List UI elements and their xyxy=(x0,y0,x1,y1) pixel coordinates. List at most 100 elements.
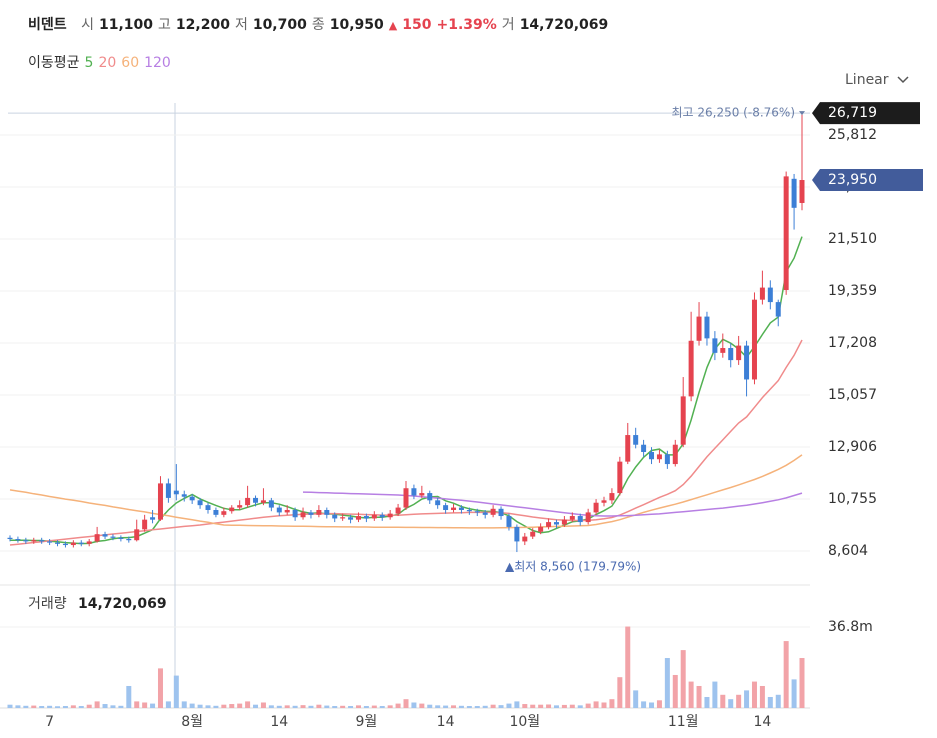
legend-entry[interactable]: 20 xyxy=(98,55,117,71)
legend-entry[interactable]: 120 xyxy=(144,55,171,71)
volume-bar xyxy=(355,705,361,708)
candle-body xyxy=(316,509,322,515)
scale-chevron[interactable] xyxy=(897,76,909,84)
volume-bar xyxy=(696,685,702,708)
volume-bar xyxy=(775,694,781,708)
volume-bar xyxy=(324,705,330,708)
volume-bar xyxy=(213,705,219,708)
candle-body xyxy=(775,302,781,317)
candle-body xyxy=(625,435,631,462)
scale-mode[interactable]: Linear xyxy=(845,72,889,88)
value: 10,700 xyxy=(252,17,307,33)
value: 10,950 xyxy=(329,17,384,33)
low-note: ▲최저 8,560 (179.79%) xyxy=(505,560,641,574)
y-tick-label: 10,755 xyxy=(828,491,877,507)
candle-body xyxy=(110,536,116,538)
high-note-arrow xyxy=(799,111,805,116)
volume-bar xyxy=(197,704,203,708)
x-tick-label: 9월 xyxy=(356,714,378,730)
candle-body xyxy=(585,512,591,523)
candle-body xyxy=(165,483,171,498)
candle-body xyxy=(736,345,742,361)
candle-body xyxy=(268,500,274,508)
candle-body xyxy=(728,348,734,361)
volume-bar xyxy=(205,705,211,708)
volume-bar xyxy=(736,694,742,708)
volume-bar xyxy=(427,704,433,708)
volume-bar xyxy=(625,626,631,708)
label: 시 xyxy=(81,17,94,33)
candle-body xyxy=(205,505,211,510)
candle-body xyxy=(126,539,132,541)
volume-bar xyxy=(284,705,290,708)
candle-body xyxy=(498,508,504,517)
volume-bar xyxy=(150,703,156,708)
candle-body xyxy=(62,543,68,546)
volume-bar xyxy=(435,705,441,708)
volume-title: 거래량 xyxy=(28,596,67,612)
candle-body xyxy=(514,526,520,542)
volume-bar xyxy=(94,701,100,708)
volume-bar xyxy=(617,677,623,708)
volume-total: 14,720,069 xyxy=(78,596,167,612)
volume-bar xyxy=(522,704,528,708)
volume-bar xyxy=(419,703,425,708)
volume-bar xyxy=(585,703,591,708)
candle-body xyxy=(237,505,243,508)
legend-entry[interactable]: 5 xyxy=(84,55,94,71)
candle-body xyxy=(744,345,750,380)
candle-body xyxy=(641,444,647,452)
volume-bar xyxy=(728,699,734,708)
candle-body xyxy=(348,517,354,520)
candle-body xyxy=(276,507,282,513)
price-badge xyxy=(812,169,923,192)
price-badge-label: 23,950 xyxy=(828,172,877,188)
volume-bar xyxy=(237,703,243,708)
volume-bar xyxy=(561,704,567,708)
y-tick-label: 17,208 xyxy=(828,335,877,351)
volume-bar xyxy=(744,690,750,708)
candle-body xyxy=(443,505,449,510)
volume-bar xyxy=(530,704,536,708)
y-tick-label: 21,510 xyxy=(828,231,877,247)
legend-entry[interactable]: 60 xyxy=(121,55,140,71)
x-tick-label: 14 xyxy=(753,714,771,730)
x-tick-label: 8월 xyxy=(181,714,203,730)
candle-body xyxy=(546,522,552,527)
volume-bar xyxy=(308,705,314,708)
candle-body xyxy=(395,507,401,514)
volume-bar xyxy=(300,705,306,708)
candle-body xyxy=(435,500,441,506)
volume-bar xyxy=(39,706,45,708)
crosshair-badge xyxy=(812,102,920,125)
candle-body xyxy=(403,488,409,508)
volume-bar xyxy=(601,702,607,708)
volume-bar xyxy=(189,703,195,708)
change-arrow: ▲ xyxy=(388,19,398,32)
volume-bar xyxy=(720,694,726,708)
candle-body xyxy=(466,509,472,512)
volume-bar xyxy=(268,705,274,708)
candle-body xyxy=(371,514,377,519)
volume-bar xyxy=(379,706,385,708)
candle-body xyxy=(569,516,575,520)
volume-bar xyxy=(7,704,13,708)
ma-line xyxy=(9,454,803,529)
candle-body xyxy=(134,529,140,541)
volume-bar xyxy=(633,690,639,708)
change-pct: +1.39% xyxy=(436,17,497,33)
volume-bar xyxy=(751,681,757,708)
volume-bar xyxy=(466,706,472,708)
volume-bar xyxy=(348,706,354,708)
candle-body xyxy=(142,519,148,530)
candle-body xyxy=(704,316,710,339)
ma-line xyxy=(9,339,803,546)
candle-body xyxy=(150,517,156,520)
candle-body xyxy=(411,488,417,496)
candle-body xyxy=(696,316,702,341)
volume-bar xyxy=(704,696,710,708)
volume-bar xyxy=(340,705,346,708)
candle-body xyxy=(39,540,45,542)
quote-header: 비덴트 시 11,100 고 12,200 저 10,700 종 10,950 ▲ 150… xyxy=(28,14,608,34)
